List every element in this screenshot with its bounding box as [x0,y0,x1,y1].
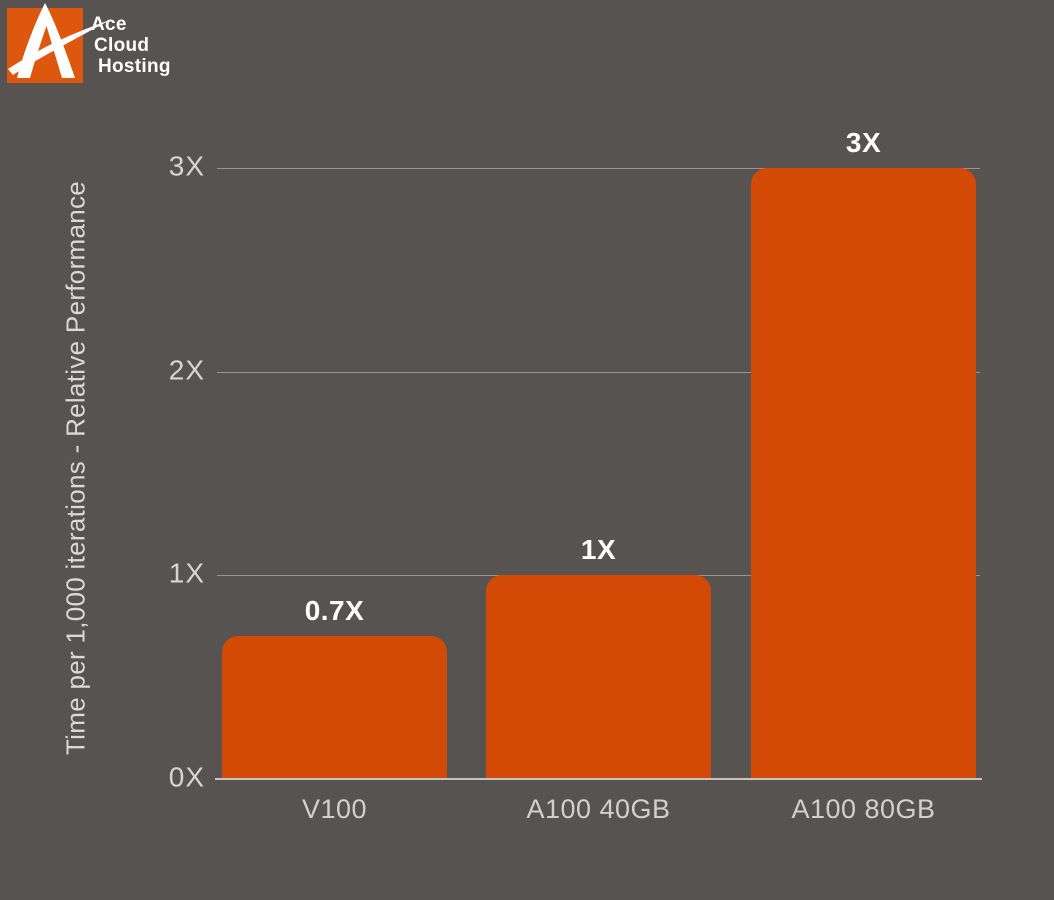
brand-name-line: Cloud [94,35,150,56]
brand-name-line: Ace [91,14,127,35]
bar-a100-40gb [486,575,711,779]
category-label-v100: V100 [301,794,368,824]
bar-value-label-a100-80gb: 3X [845,127,882,158]
x-axis-baseline [215,778,982,780]
gridline-2x [217,371,980,373]
bar-group-a100-80gb: 3X A100 80GB [751,0,976,824]
bar-group-a100-40gb: 1X A100 40GB [486,0,711,824]
brand-logo: Ace Cloud Hosting [7,3,171,83]
bar-a100-80gb [751,168,976,779]
y-tick-label-2x: 2X [168,354,205,386]
bar-value-label-a100-40gb: 1X [580,534,617,566]
brand-name: Ace Cloud Hosting [90,8,171,83]
ace-logo-icon [7,3,110,83]
y-tick-label-3x: 3X [168,150,205,182]
gridline-3x [217,168,980,169]
bar-value-label-v100: 0.7X [304,595,365,627]
y-axis-title: Time per 1,000 iterations - Relative Per… [60,180,91,756]
y-tick-label-0x: 0X [168,761,205,793]
bar-group-v100: 0.7X V100 [222,0,447,824]
y-tick-label-1x: 1X [168,558,205,590]
bar-v100 [222,636,447,779]
category-label-a100-80gb: A100 80GB [791,794,936,824]
brand-name-line: Hosting [98,56,171,77]
category-label-a100-40gb: A100 40GB [526,794,671,824]
